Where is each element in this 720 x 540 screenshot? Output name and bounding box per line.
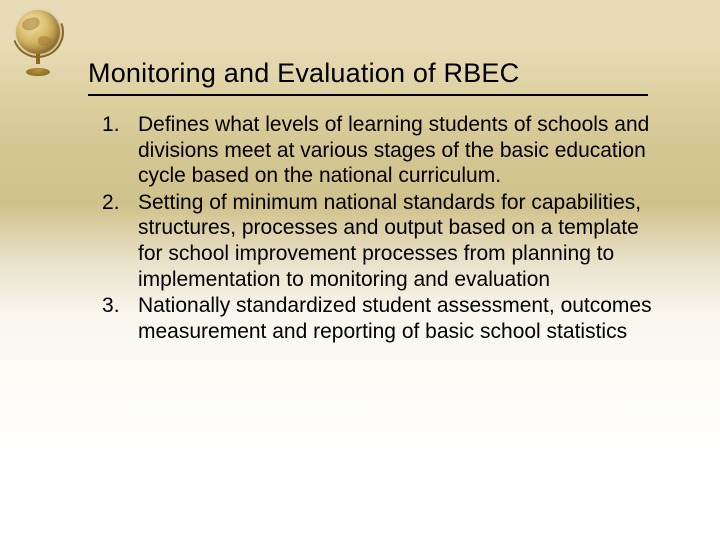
list-item: Defines what levels of learning students… — [88, 112, 658, 189]
list-item: Setting of minimum national standards fo… — [88, 190, 658, 292]
slide-title: Monitoring and Evaluation of RBEC — [88, 58, 519, 89]
slide-body: Defines what levels of learning students… — [88, 112, 658, 345]
title-underline — [88, 94, 648, 96]
numbered-list: Defines what levels of learning students… — [88, 112, 658, 344]
globe-icon — [8, 8, 78, 88]
list-item: Nationally standardized student assessme… — [88, 293, 658, 344]
